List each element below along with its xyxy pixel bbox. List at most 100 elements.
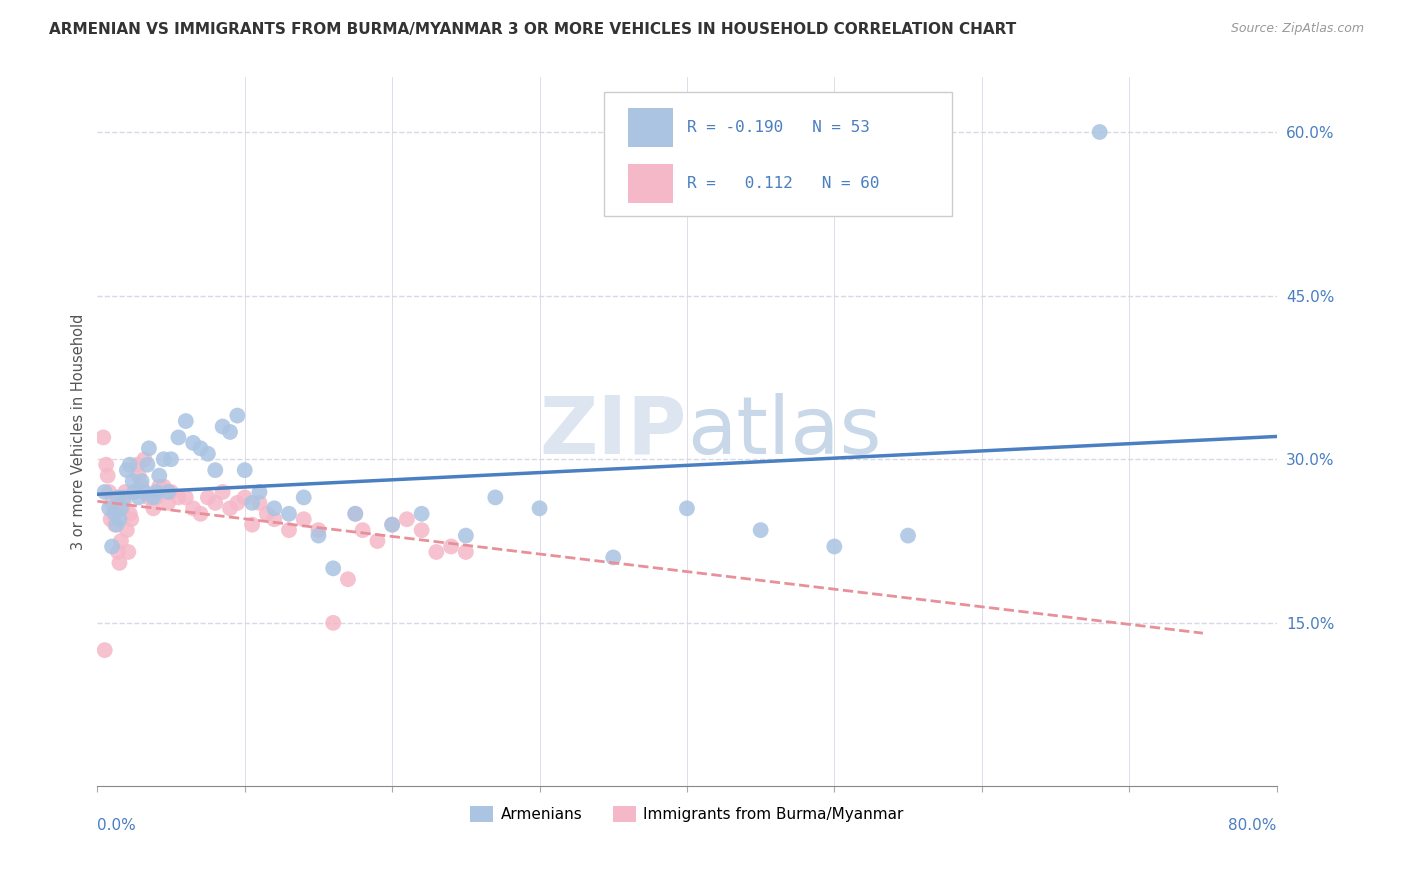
Point bbox=[111, 501, 134, 516]
Point bbox=[105, 501, 128, 516]
Point bbox=[190, 507, 212, 521]
Text: Source: ZipAtlas.com: Source: ZipAtlas.com bbox=[1230, 22, 1364, 36]
Text: ARMENIAN VS IMMIGRANTS FROM BURMA/MYANMAR 3 OR MORE VEHICLES IN HOUSEHOLD CORREL: ARMENIAN VS IMMIGRANTS FROM BURMA/MYANMA… bbox=[49, 22, 1017, 37]
Point bbox=[381, 517, 404, 532]
Point bbox=[336, 572, 359, 586]
Point bbox=[226, 496, 249, 510]
Point bbox=[138, 442, 160, 456]
Point bbox=[897, 528, 920, 542]
Point bbox=[134, 485, 156, 500]
Point bbox=[307, 528, 329, 542]
Point bbox=[122, 485, 145, 500]
Point bbox=[97, 468, 120, 483]
Point bbox=[93, 485, 115, 500]
Point bbox=[142, 491, 165, 505]
Legend: Armenians, Immigrants from Burma/Myanmar: Armenians, Immigrants from Burma/Myanmar bbox=[464, 800, 910, 829]
Point bbox=[307, 523, 329, 537]
Point bbox=[256, 507, 278, 521]
Point bbox=[110, 534, 132, 549]
Point bbox=[249, 485, 271, 500]
Point bbox=[131, 479, 153, 493]
Point bbox=[366, 534, 388, 549]
Point bbox=[263, 512, 285, 526]
Point bbox=[167, 430, 190, 444]
Point bbox=[219, 501, 242, 516]
Point bbox=[454, 528, 477, 542]
Point bbox=[134, 452, 156, 467]
Point bbox=[160, 452, 183, 467]
Point bbox=[142, 501, 165, 516]
Point bbox=[322, 561, 344, 575]
Point bbox=[98, 501, 121, 516]
Point bbox=[167, 491, 190, 505]
Point bbox=[112, 491, 135, 505]
Point bbox=[440, 540, 463, 554]
Point bbox=[181, 435, 204, 450]
Point bbox=[120, 512, 142, 526]
Point bbox=[107, 491, 129, 505]
Point bbox=[117, 545, 139, 559]
Point bbox=[240, 496, 263, 510]
Point bbox=[211, 485, 233, 500]
Point bbox=[204, 496, 226, 510]
Point bbox=[352, 523, 374, 537]
Point bbox=[676, 501, 699, 516]
Bar bbox=[628, 108, 673, 146]
Point bbox=[211, 419, 233, 434]
Point bbox=[152, 479, 174, 493]
Point bbox=[100, 512, 122, 526]
Text: 0.0%: 0.0% bbox=[97, 818, 136, 833]
Point bbox=[136, 458, 159, 472]
Point bbox=[292, 491, 315, 505]
Point bbox=[128, 468, 150, 483]
Point bbox=[226, 409, 249, 423]
Point bbox=[145, 491, 167, 505]
Point bbox=[249, 496, 271, 510]
Point bbox=[233, 491, 256, 505]
Point bbox=[823, 540, 845, 554]
Point bbox=[157, 496, 180, 510]
Point bbox=[454, 545, 477, 559]
Point bbox=[278, 507, 301, 521]
Point bbox=[174, 491, 197, 505]
Point bbox=[91, 430, 114, 444]
Point bbox=[108, 556, 131, 570]
Point bbox=[107, 545, 129, 559]
Point bbox=[411, 523, 433, 537]
Point bbox=[749, 523, 772, 537]
Point bbox=[157, 485, 180, 500]
Point bbox=[112, 496, 135, 510]
Point bbox=[344, 507, 367, 521]
Point bbox=[114, 485, 136, 500]
Point bbox=[148, 468, 170, 483]
Point bbox=[127, 458, 149, 472]
Point bbox=[395, 512, 418, 526]
Text: R = -0.190   N = 53: R = -0.190 N = 53 bbox=[688, 120, 870, 135]
Point bbox=[148, 479, 170, 493]
Point bbox=[131, 474, 153, 488]
Point bbox=[96, 458, 118, 472]
Point bbox=[145, 485, 167, 500]
Point bbox=[425, 545, 447, 559]
Point bbox=[101, 540, 124, 554]
Point bbox=[219, 425, 242, 439]
Point bbox=[115, 523, 138, 537]
Point bbox=[152, 452, 174, 467]
Point bbox=[101, 496, 124, 510]
Point bbox=[138, 491, 160, 505]
Point bbox=[602, 550, 624, 565]
Point bbox=[240, 517, 263, 532]
Point bbox=[263, 501, 285, 516]
Text: 80.0%: 80.0% bbox=[1229, 818, 1277, 833]
Point bbox=[197, 491, 219, 505]
Point bbox=[108, 512, 131, 526]
Point bbox=[190, 442, 212, 456]
Point bbox=[174, 414, 197, 428]
Point bbox=[484, 491, 506, 505]
Point bbox=[128, 491, 150, 505]
FancyBboxPatch shape bbox=[605, 92, 952, 216]
Point bbox=[98, 485, 121, 500]
Point bbox=[1088, 125, 1111, 139]
Point bbox=[104, 517, 127, 532]
Point bbox=[233, 463, 256, 477]
